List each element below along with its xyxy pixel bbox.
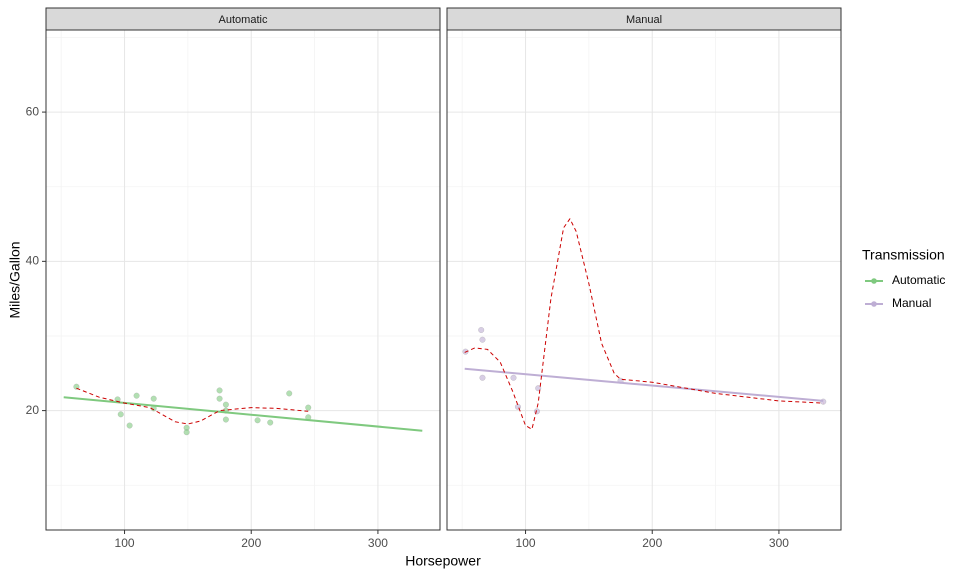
point [126, 422, 133, 429]
x-tick-label: 300 [368, 536, 388, 550]
legend-key-point [871, 278, 877, 284]
point [222, 401, 229, 408]
x-tick-label: 200 [241, 536, 261, 550]
panel-background [46, 30, 440, 530]
point [117, 411, 124, 418]
y-tick-label: 60 [26, 104, 40, 118]
panel-background [447, 30, 841, 530]
point [535, 385, 542, 392]
point [286, 390, 293, 397]
x-tick-label: 100 [115, 536, 135, 550]
point [514, 403, 521, 410]
y-axis-title: Miles/Gallon [7, 241, 23, 318]
point [133, 392, 140, 399]
point [305, 404, 312, 411]
strip [446, 7, 842, 31]
fit-line [464, 367, 824, 402]
y-tick-label: 20 [26, 403, 40, 417]
point [533, 408, 540, 415]
point [267, 419, 274, 426]
legend-title: Transmission [862, 247, 945, 263]
point [254, 417, 261, 424]
point [183, 429, 190, 436]
point [222, 416, 229, 423]
point [216, 387, 223, 394]
point [150, 395, 157, 402]
x-tick-label: 200 [642, 536, 662, 550]
point [479, 336, 486, 343]
x-tick-label: 300 [769, 536, 789, 550]
x-tick-label: 100 [516, 536, 536, 550]
point [510, 374, 517, 381]
point [216, 395, 223, 402]
x-axis-title: Horsepower [405, 553, 481, 569]
strip [45, 7, 441, 31]
legend-key-point [871, 301, 877, 307]
point [479, 374, 486, 381]
strip-label: Manual [626, 14, 662, 26]
y-tick-label: 40 [26, 254, 40, 268]
legend-label: Manual [892, 296, 931, 310]
point [73, 383, 80, 390]
point [478, 326, 485, 334]
strip-label: Automatic [219, 14, 268, 26]
legend-label: Automatic [892, 273, 945, 287]
